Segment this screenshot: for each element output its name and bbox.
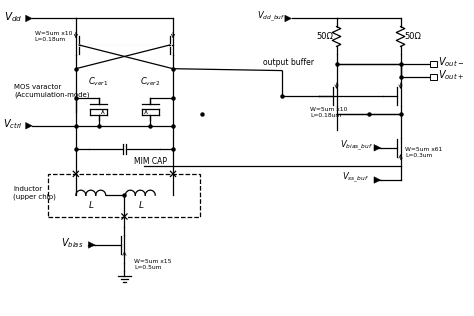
Text: $V_{dd}$: $V_{dd}$: [4, 10, 22, 24]
Text: $V_{bias\_buf}$: $V_{bias\_buf}$: [340, 139, 374, 153]
Text: $V_{ctrl}$: $V_{ctrl}$: [3, 117, 23, 131]
Text: L: L: [138, 201, 144, 210]
Text: $V_{dd\_buf}$: $V_{dd\_buf}$: [257, 9, 285, 24]
Polygon shape: [285, 15, 292, 22]
Text: $V_{out+}$: $V_{out+}$: [438, 68, 464, 82]
Text: $C_{ver1}$: $C_{ver1}$: [88, 76, 109, 88]
Polygon shape: [88, 242, 95, 248]
Text: output buffer: output buffer: [263, 58, 314, 67]
Polygon shape: [26, 15, 32, 22]
Text: $V_{bias}$: $V_{bias}$: [61, 236, 83, 250]
Text: L: L: [89, 201, 93, 210]
Text: $V_{out-}$: $V_{out-}$: [438, 55, 465, 69]
Text: W=5um x10
L=0.18um: W=5um x10 L=0.18um: [35, 31, 72, 42]
Text: $C_{ver2}$: $C_{ver2}$: [140, 76, 161, 88]
Text: MOS varactor
(Accumulation-mode): MOS varactor (Accumulation-mode): [14, 84, 90, 98]
Text: W=5um x15
L=0.5um: W=5um x15 L=0.5um: [134, 259, 172, 270]
Text: $V_{ss\_buf}$: $V_{ss\_buf}$: [342, 171, 370, 185]
Polygon shape: [26, 123, 32, 129]
Polygon shape: [374, 177, 381, 183]
Text: W=5um x61
L=0.3um: W=5um x61 L=0.3um: [405, 147, 443, 158]
Text: 50Ω: 50Ω: [404, 32, 421, 41]
Bar: [430, 74, 437, 80]
Polygon shape: [374, 144, 381, 151]
Bar: [48, 174, 200, 216]
Bar: [430, 61, 437, 67]
Text: W=5um x10
L=0.18um: W=5um x10 L=0.18um: [310, 107, 348, 118]
Text: 50Ω: 50Ω: [316, 32, 333, 41]
Text: Inductor
(upper chip): Inductor (upper chip): [13, 186, 56, 200]
Text: MIM CAP: MIM CAP: [134, 157, 167, 166]
